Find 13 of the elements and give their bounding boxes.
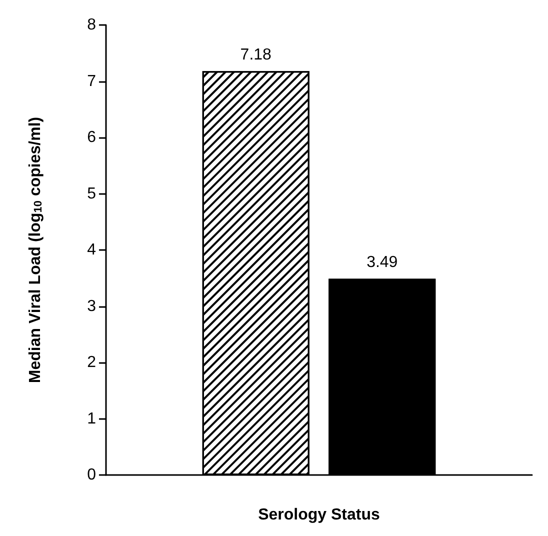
x-axis-title: Serology Status [258,506,380,524]
data-label: 3.49 [366,254,398,272]
y-tick-label: 5 [87,185,96,202]
y-axis-title: Median Viral Load (log10 copies/ml) [27,116,44,384]
y-tick-label: 0 [87,466,96,484]
data-label: 7.18 [240,46,272,64]
y-tick-label: 3 [87,298,96,315]
y-tick-label: 4 [87,242,96,258]
y-tick-label: 1 [87,410,96,428]
y-tick-label: 7 [87,72,96,90]
y-tick-label: 2 [87,354,96,371]
y-tick-label: 6 [87,129,96,146]
y-tick-label: 8 [87,16,96,34]
